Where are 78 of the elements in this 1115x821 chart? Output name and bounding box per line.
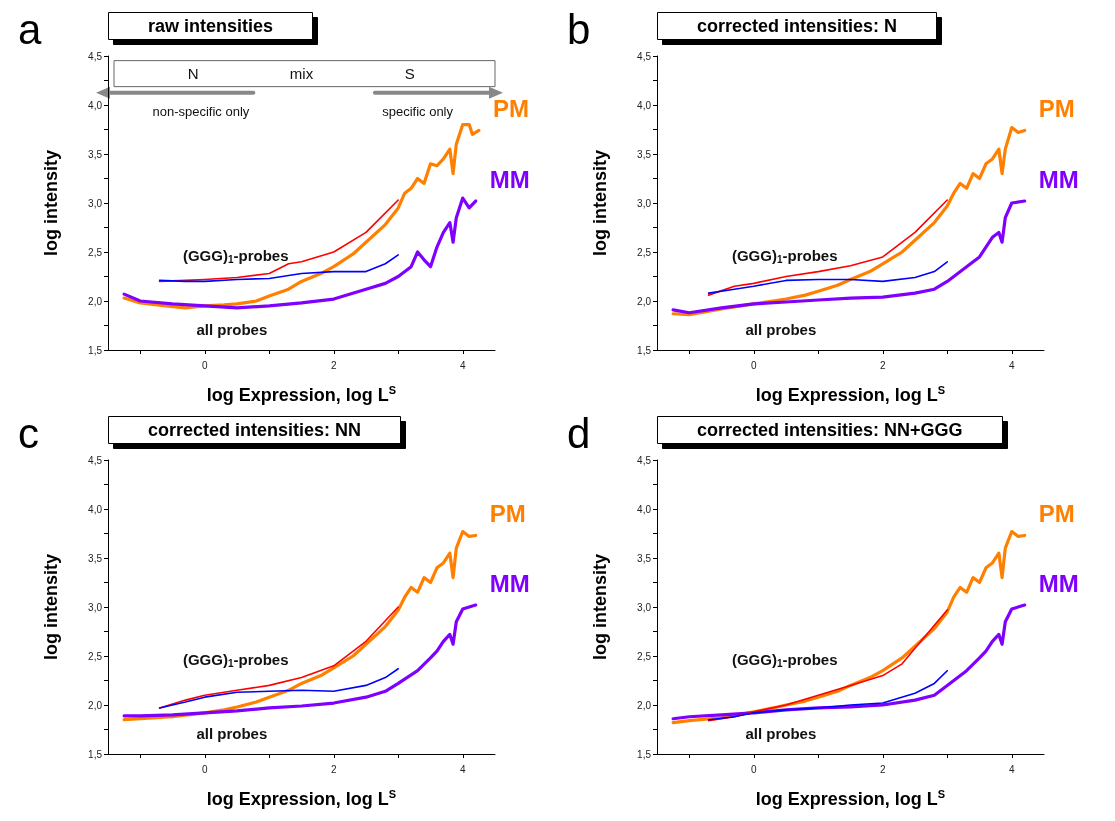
y-tick-label: 3,5 xyxy=(88,552,103,564)
annotation: all probes xyxy=(745,724,817,742)
line-series xyxy=(707,609,949,722)
chart-title: raw intensities xyxy=(148,16,274,36)
y-tick-label: 2,0 xyxy=(88,699,103,711)
y-tick-label: 1,5 xyxy=(88,344,103,356)
y-tick-label: 2,0 xyxy=(88,295,103,307)
y-tick-label: 1,5 xyxy=(637,748,652,760)
line-series xyxy=(671,199,1027,315)
series-label: MM xyxy=(1038,569,1079,597)
series-label: PM xyxy=(1038,94,1075,122)
y-tick-label: 3,5 xyxy=(88,148,103,160)
y-tick-label: 4,5 xyxy=(637,454,652,466)
x-tick-label: 0 xyxy=(201,359,208,371)
text: a xyxy=(18,5,42,53)
chart-title: corrected intensities: NN xyxy=(148,420,362,440)
line-series xyxy=(158,199,400,283)
y-tick-label: 4,5 xyxy=(88,50,103,62)
x-tick-label: 0 xyxy=(750,359,757,371)
x-tick-label: 0 xyxy=(750,763,757,775)
x-tick-label: 2 xyxy=(330,763,337,775)
y-tick-label: 4,0 xyxy=(637,503,652,515)
y-tick-label: 3,0 xyxy=(88,197,103,209)
text: d xyxy=(567,409,591,457)
x-tick-label: 4 xyxy=(1008,359,1015,371)
series-label: MM xyxy=(1038,165,1079,193)
annotation: mix xyxy=(289,65,314,83)
chart-title: corrected intensities: N xyxy=(697,16,898,36)
y-tick-label: 3,5 xyxy=(637,148,652,160)
line-series xyxy=(707,669,949,721)
y-tick-label: 4,0 xyxy=(88,99,103,111)
line-series xyxy=(158,667,400,709)
line-series xyxy=(707,199,949,296)
y-tick-label: 4,0 xyxy=(88,503,103,515)
y-tick-label: 3,0 xyxy=(88,601,103,613)
annotation: non-specific only xyxy=(152,104,250,120)
line-series xyxy=(122,123,481,310)
y-tick-label: 2,0 xyxy=(637,699,652,711)
x-tick-label: 2 xyxy=(330,359,337,371)
y-tick-label: 2,5 xyxy=(637,650,652,662)
y-tick-label: 4,5 xyxy=(637,50,652,62)
y-axis-title: log intensity xyxy=(590,553,610,661)
y-tick-label: 2,5 xyxy=(637,246,652,258)
annotation: S xyxy=(404,65,415,83)
text: b xyxy=(567,5,591,53)
line-series xyxy=(122,603,478,718)
y-axis-title: log intensity xyxy=(41,149,61,257)
y-tick-label: 2,5 xyxy=(88,246,103,258)
y-tick-label: 1,5 xyxy=(88,748,103,760)
y-tick-label: 4,5 xyxy=(88,454,103,466)
annotation: all probes xyxy=(745,320,817,338)
series-label: PM xyxy=(492,94,529,122)
chart-title: corrected intensities: NN+GGG xyxy=(697,420,963,440)
y-tick-label: 2,5 xyxy=(88,650,103,662)
y-tick-label: 2,0 xyxy=(637,295,652,307)
annotation: N xyxy=(187,65,199,83)
x-tick-label: 4 xyxy=(459,359,466,371)
y-axis-title: log intensity xyxy=(41,553,61,661)
text: c xyxy=(18,409,39,457)
y-tick-label: 1,5 xyxy=(637,344,652,356)
y-tick-label: 4,0 xyxy=(637,99,652,111)
x-tick-label: 2 xyxy=(879,763,886,775)
annotation: specific only xyxy=(382,104,454,120)
series-label: PM xyxy=(1038,499,1075,527)
x-tick-label: 0 xyxy=(201,763,208,775)
line-series xyxy=(122,196,478,310)
y-tick-label: 3,0 xyxy=(637,197,652,209)
series-label: MM xyxy=(489,165,530,193)
y-axis-title: log intensity xyxy=(590,149,610,257)
x-tick-label: 4 xyxy=(1008,763,1015,775)
series-label: PM xyxy=(489,499,526,527)
y-tick-label: 3,0 xyxy=(637,601,652,613)
x-tick-label: 4 xyxy=(459,763,466,775)
annotation: all probes xyxy=(196,724,268,742)
annotation: all probes xyxy=(196,320,268,338)
y-tick-label: 3,5 xyxy=(637,552,652,564)
x-tick-label: 2 xyxy=(879,359,886,371)
series-label: MM xyxy=(489,569,530,597)
